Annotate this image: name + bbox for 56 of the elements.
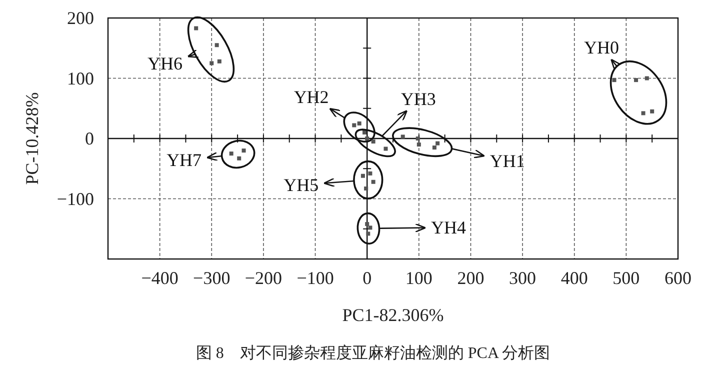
point (364, 186, 368, 191)
y-tick-label: −100 (56, 188, 94, 209)
point (384, 146, 388, 151)
text: YH1 (490, 151, 525, 172)
point (352, 123, 356, 128)
point (229, 152, 234, 156)
x-tick-label: −300 (193, 268, 230, 288)
y-axis-title: PC-10.428% (22, 92, 42, 185)
point (237, 156, 242, 160)
point (416, 142, 421, 147)
point (612, 78, 616, 82)
x-tick-label: 400 (560, 268, 588, 288)
series-label: YH7 (166, 150, 202, 170)
point (400, 134, 405, 139)
point (650, 109, 654, 114)
x-tick-label: −400 (141, 268, 178, 288)
point (210, 61, 214, 66)
text: YH5 (284, 174, 319, 195)
text: YH4 (430, 217, 466, 238)
point (641, 111, 646, 116)
x-tick-label: 500 (612, 268, 640, 288)
y-tick-label: 200 (67, 8, 94, 28)
point (214, 43, 219, 48)
x-tick-label: 200 (457, 268, 484, 288)
x-tick-label: 0 (362, 268, 372, 288)
point (357, 121, 362, 126)
point (368, 226, 372, 230)
x-tick-label: −100 (296, 268, 334, 288)
point (194, 26, 198, 30)
point (217, 59, 222, 64)
y-tick-label: 0 (85, 128, 94, 148)
point (366, 232, 370, 236)
point (360, 174, 365, 178)
caption: 图 8 对不同掺杂程度亚麻籽油检测的 PCA 分析图 (196, 344, 550, 362)
point (634, 78, 638, 82)
series-label: YH6 (147, 53, 182, 74)
x-tick-label: 300 (509, 268, 536, 288)
point (644, 76, 649, 80)
y-tick-label: 100 (67, 68, 94, 88)
x-tick-label: −200 (244, 268, 282, 288)
point (416, 136, 420, 140)
series-label: YH0 (584, 38, 620, 58)
point (371, 140, 376, 144)
point (432, 146, 436, 150)
x-tick-label: 600 (664, 268, 692, 288)
x-tick-label: 100 (405, 268, 432, 288)
point (362, 130, 366, 134)
point (436, 141, 440, 146)
x-axis-title: PC1-82.306% (342, 305, 444, 325)
point (365, 136, 370, 140)
text: YH3 (400, 88, 436, 109)
series-label: YH2 (294, 87, 329, 108)
point (242, 148, 246, 153)
point (365, 222, 370, 226)
point (368, 171, 372, 176)
point (371, 180, 376, 184)
